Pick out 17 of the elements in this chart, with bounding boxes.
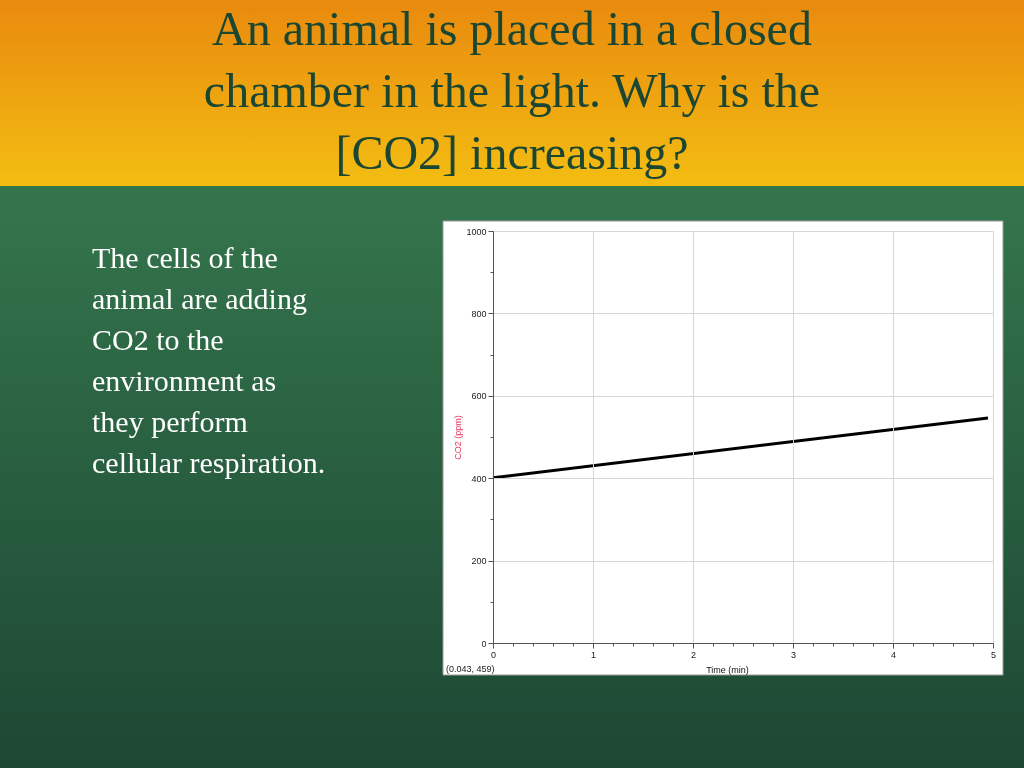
y-tick-label: 0: [481, 638, 487, 649]
y-axis-title: CO2 (ppm): [452, 415, 463, 460]
x-tick-label: 2: [690, 649, 697, 660]
y-tick-label: 600: [471, 391, 487, 402]
x-tick-label: 1: [590, 649, 597, 660]
x-tick-label: 3: [790, 649, 797, 660]
text: The cells of the animal are adding CO2 to the environment as they perform cellular respiration.: [92, 241, 326, 479]
x-tick-label: 5: [990, 649, 997, 660]
y-tick-label: 1000: [466, 226, 487, 237]
chart-title: An animal is placed in a closed chamber in the light. Why is the [CO2] increasing?: [203, 2, 821, 179]
y-tick-label: 400: [471, 473, 487, 484]
x-tick-label: 0: [490, 649, 497, 660]
y-tick-label: 800: [471, 308, 487, 319]
x-tick-label: 4: [890, 649, 897, 660]
text: (0.043, 459): [446, 664, 495, 674]
y-tick-label: 200: [471, 556, 487, 567]
x-axis-title: Time (min): [706, 664, 749, 675]
